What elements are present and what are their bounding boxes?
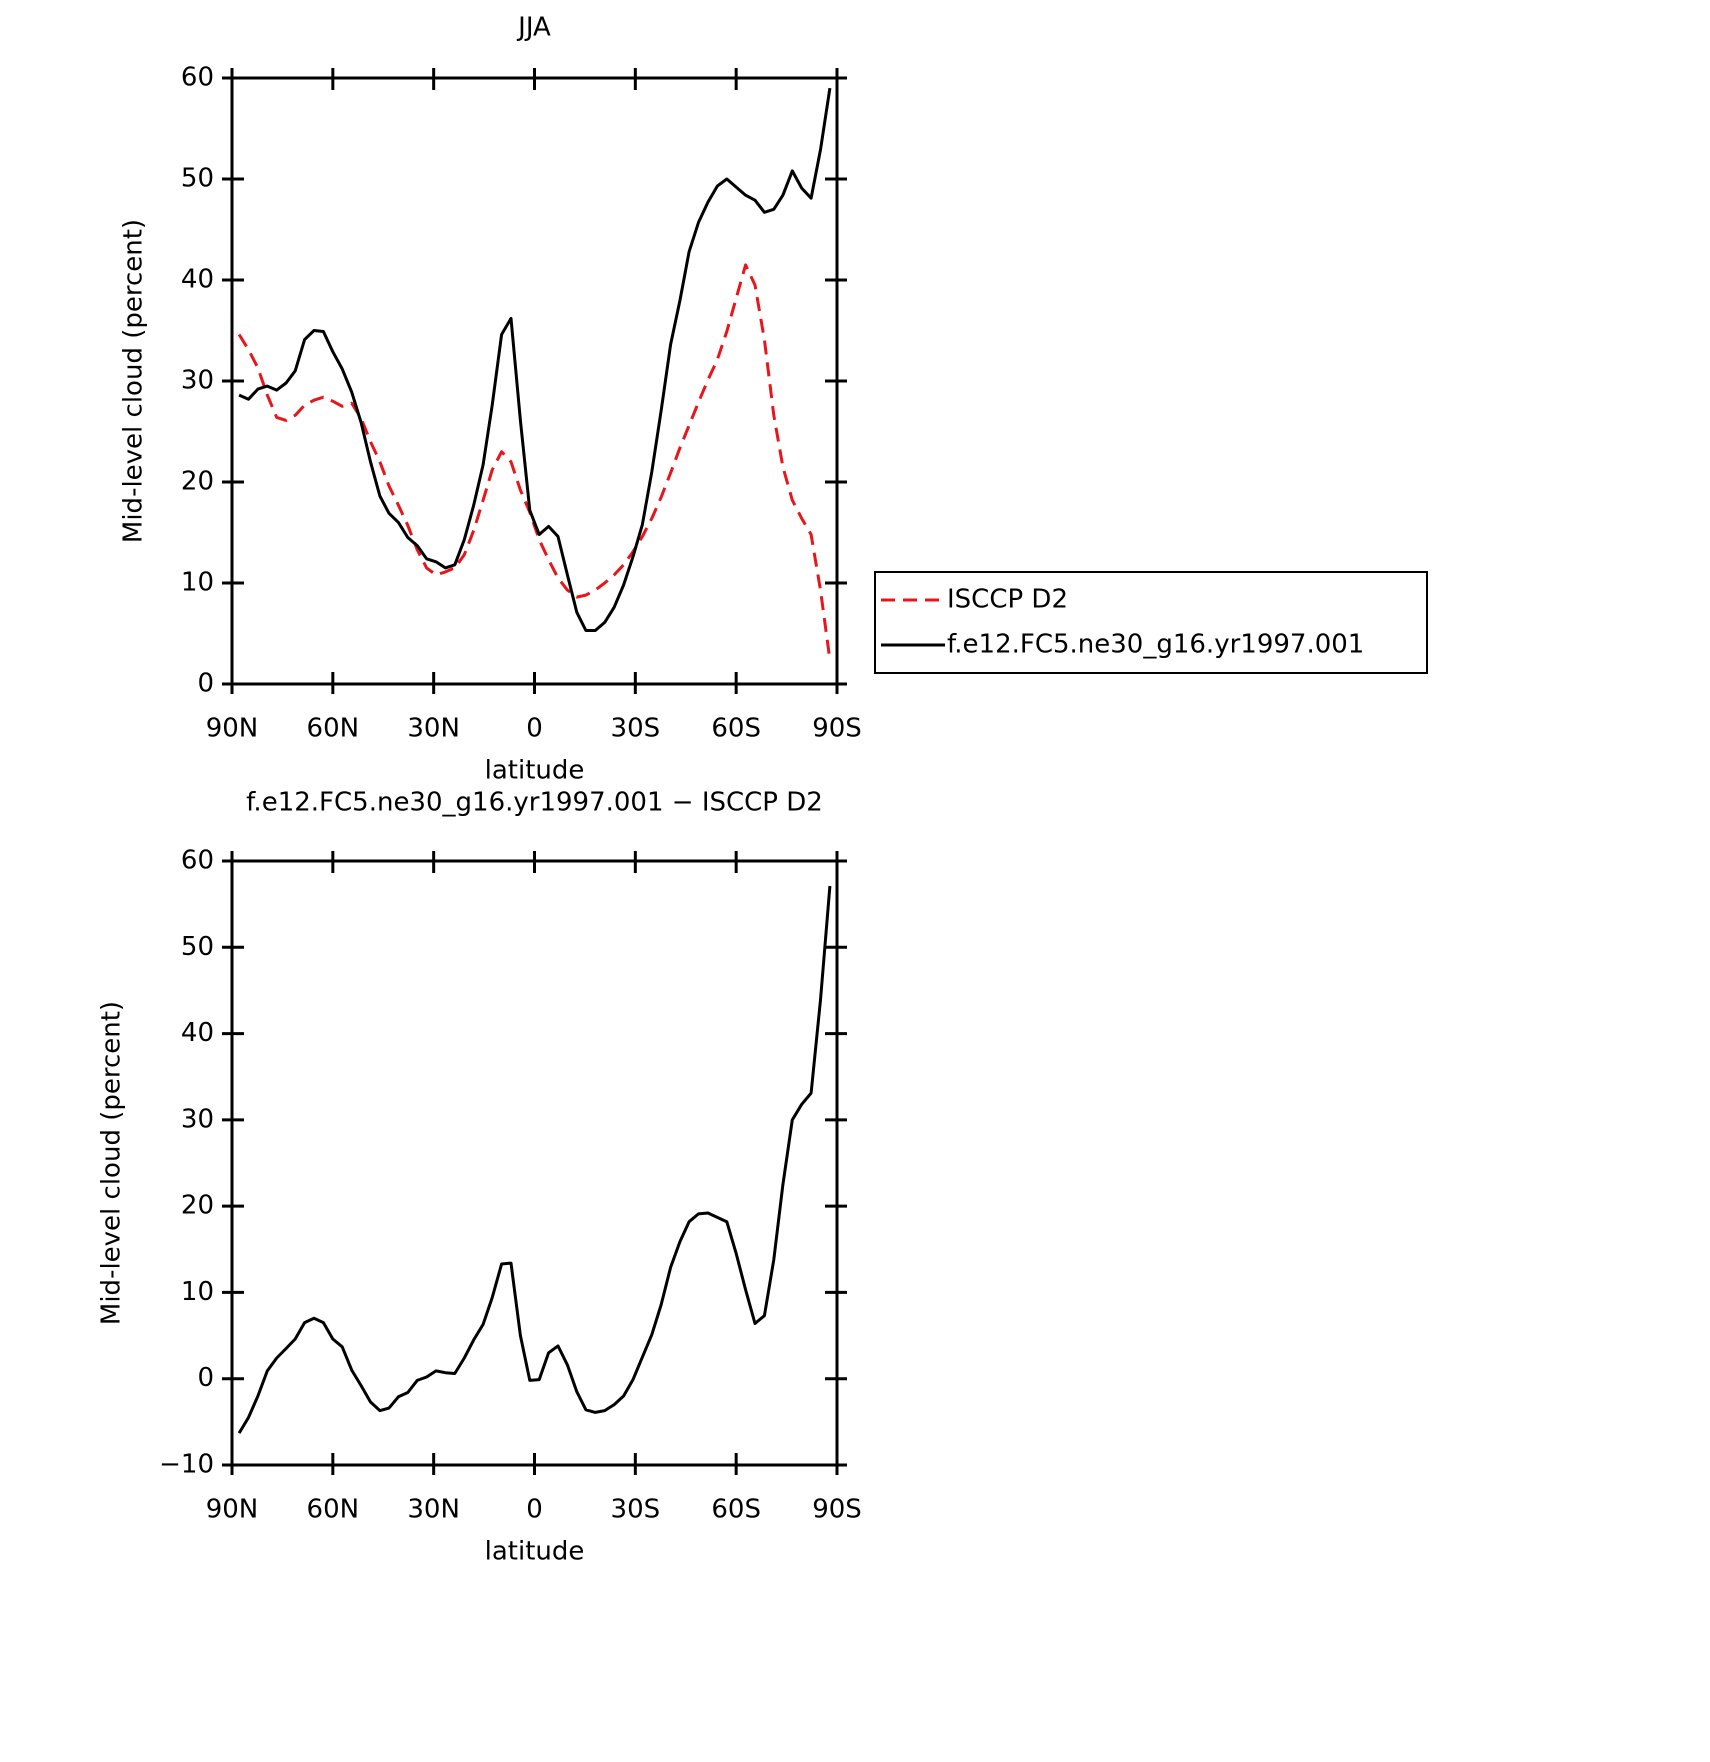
y-tick-label: 40 [181,265,214,295]
x-tick-label: 60S [711,1495,761,1525]
x-axis-label: latitude [485,756,585,786]
chart-title: f.e12.FC5.ne30_g16.yr1997.001 − ISCCP D2 [246,788,823,818]
y-tick-label: 40 [181,1018,214,1048]
legend-label: f.e12.FC5.ne30_g16.yr1997.001 [947,630,1364,660]
x-tick-label: 90N [206,1495,259,1525]
y-tick-label: 0 [197,669,214,699]
y-axis-label: Mid-level cloud (percent) [119,219,149,543]
legend-label: ISCCP D2 [947,585,1068,615]
y-tick-label: 60 [181,63,214,93]
y-tick-label: −10 [159,1450,214,1480]
x-tick-label: 90N [206,714,259,744]
x-tick-label: 0 [526,714,543,744]
x-tick-label: 30S [611,714,661,744]
y-tick-label: 20 [181,467,214,497]
y-tick-label: 50 [181,932,214,962]
x-tick-label: 90S [812,714,862,744]
x-axis-label: latitude [485,1537,585,1567]
y-tick-label: 10 [181,1277,214,1307]
x-tick-label: 0 [526,1495,543,1525]
x-tick-label: 90S [812,1495,862,1525]
plot-frame [230,859,839,1467]
data-line [237,885,832,1434]
x-tick-label: 60S [711,714,761,744]
y-tick-label: 30 [181,366,214,396]
plot-frame [230,76,839,686]
y-tick-label: 10 [181,568,214,598]
y-axis-label: Mid-level cloud (percent) [97,1001,127,1325]
legend-box [874,571,1428,674]
x-tick-label: 30S [611,1495,661,1525]
data-line [238,87,832,632]
y-tick-label: 60 [181,846,214,876]
chart-title: JJA [516,13,551,43]
y-tick-label: 30 [181,1104,214,1134]
x-tick-label: 30N [407,714,460,744]
data-line [237,263,832,661]
y-tick-label: 0 [197,1363,214,1393]
x-tick-label: 60N [307,1495,360,1525]
x-tick-label: 30N [407,1495,460,1525]
x-tick-label: 60N [307,714,360,744]
y-tick-label: 20 [181,1191,214,1221]
y-tick-label: 50 [181,164,214,194]
